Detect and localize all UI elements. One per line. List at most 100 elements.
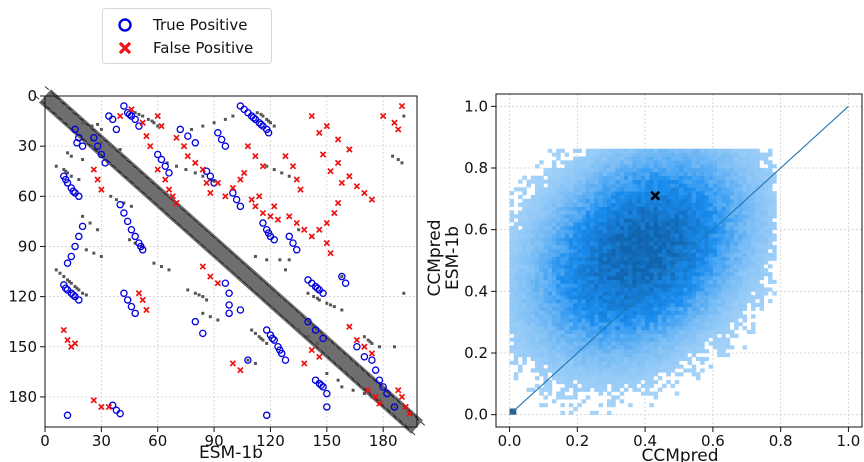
density-cell	[611, 171, 616, 177]
density-cell	[513, 360, 519, 365]
density-cell	[551, 187, 557, 192]
density-cell	[683, 245, 688, 250]
density-cell	[619, 221, 625, 227]
density-cell	[708, 314, 714, 319]
density-cell	[598, 341, 604, 346]
density-cell	[640, 187, 646, 192]
density-cell	[556, 302, 561, 308]
density-cell	[547, 341, 553, 346]
density-cell	[687, 164, 693, 169]
density-cell	[657, 310, 663, 315]
density-cell	[632, 318, 637, 323]
density-cell	[581, 225, 587, 230]
density-cell	[619, 360, 625, 365]
y-tick-label: 0.4	[464, 282, 488, 300]
density-cell	[539, 341, 544, 346]
density-cell	[623, 376, 629, 381]
true-positive-point	[244, 356, 252, 364]
density-cell	[619, 279, 625, 284]
density-cell	[628, 183, 633, 188]
density-cell	[534, 191, 540, 196]
density-cell	[670, 218, 676, 223]
true-positive-point	[75, 296, 83, 304]
density-cell	[585, 356, 591, 362]
false-positive-point	[395, 387, 402, 394]
density-cell	[590, 283, 595, 288]
density-cell	[683, 183, 688, 188]
density-cell	[594, 310, 599, 315]
density-cell	[653, 179, 659, 184]
density-cell	[742, 183, 748, 188]
density-cell	[573, 168, 578, 173]
density-cell	[755, 160, 760, 165]
density-cell	[615, 345, 620, 350]
density-cell	[522, 275, 527, 281]
density-cell	[534, 164, 540, 169]
true-positive-point	[191, 139, 200, 147]
true-positive-point	[63, 259, 72, 267]
density-cell	[522, 345, 527, 350]
density-cell	[666, 314, 671, 319]
density-cell	[738, 264, 743, 269]
density-cell	[573, 229, 578, 234]
density-cell	[602, 314, 608, 319]
density-cell	[725, 322, 731, 327]
density-cell	[543, 368, 548, 373]
density-cell	[742, 164, 748, 169]
density-cell	[560, 206, 565, 211]
density-cell	[636, 160, 642, 165]
density-cell	[657, 387, 663, 392]
density-cell	[606, 306, 612, 311]
density-cell	[700, 264, 705, 269]
density-cell	[636, 256, 642, 261]
density-cell	[700, 314, 705, 319]
density-cell	[615, 171, 620, 177]
density-cell	[598, 368, 604, 373]
density-cell	[611, 168, 616, 173]
density-cell	[700, 329, 705, 335]
density-cell	[691, 194, 697, 200]
density-cell	[522, 175, 527, 180]
density-cell	[577, 191, 582, 196]
density-cell	[772, 256, 777, 261]
density-cell	[657, 287, 663, 292]
density-cell	[674, 183, 680, 188]
density-cell	[687, 218, 693, 223]
density-cell	[543, 403, 548, 408]
density-cell	[708, 168, 714, 173]
density-cell	[759, 218, 765, 223]
density-cell	[606, 349, 612, 354]
density-cell	[594, 214, 599, 219]
density-cell	[670, 283, 676, 288]
density-cell	[573, 260, 578, 265]
density-cell	[590, 372, 595, 377]
density-cell	[623, 214, 629, 219]
density-cell	[564, 268, 570, 273]
density-cell	[683, 275, 688, 281]
density-cell	[653, 299, 659, 304]
density-cell	[674, 171, 680, 177]
density-cell	[708, 225, 714, 230]
density-cell	[695, 221, 701, 227]
density-cell	[551, 214, 557, 219]
density-cell	[598, 356, 604, 362]
density-cell	[573, 383, 578, 388]
density-cell	[530, 229, 536, 234]
density-cell	[623, 237, 629, 242]
density-cell	[767, 287, 773, 292]
density-cell	[645, 164, 650, 169]
density-cell	[717, 233, 722, 238]
density-cell	[568, 314, 574, 319]
density-cell	[568, 364, 574, 369]
density-cell	[539, 221, 544, 227]
density-cell	[573, 179, 578, 184]
density-cell	[712, 245, 718, 250]
density-cell	[725, 337, 731, 342]
density-cell	[683, 322, 688, 327]
density-cell	[687, 233, 693, 238]
density-cell	[619, 345, 625, 350]
density-cell	[640, 206, 646, 211]
density-cell	[581, 194, 587, 200]
density-cell	[577, 318, 582, 323]
density-cell	[636, 264, 642, 269]
